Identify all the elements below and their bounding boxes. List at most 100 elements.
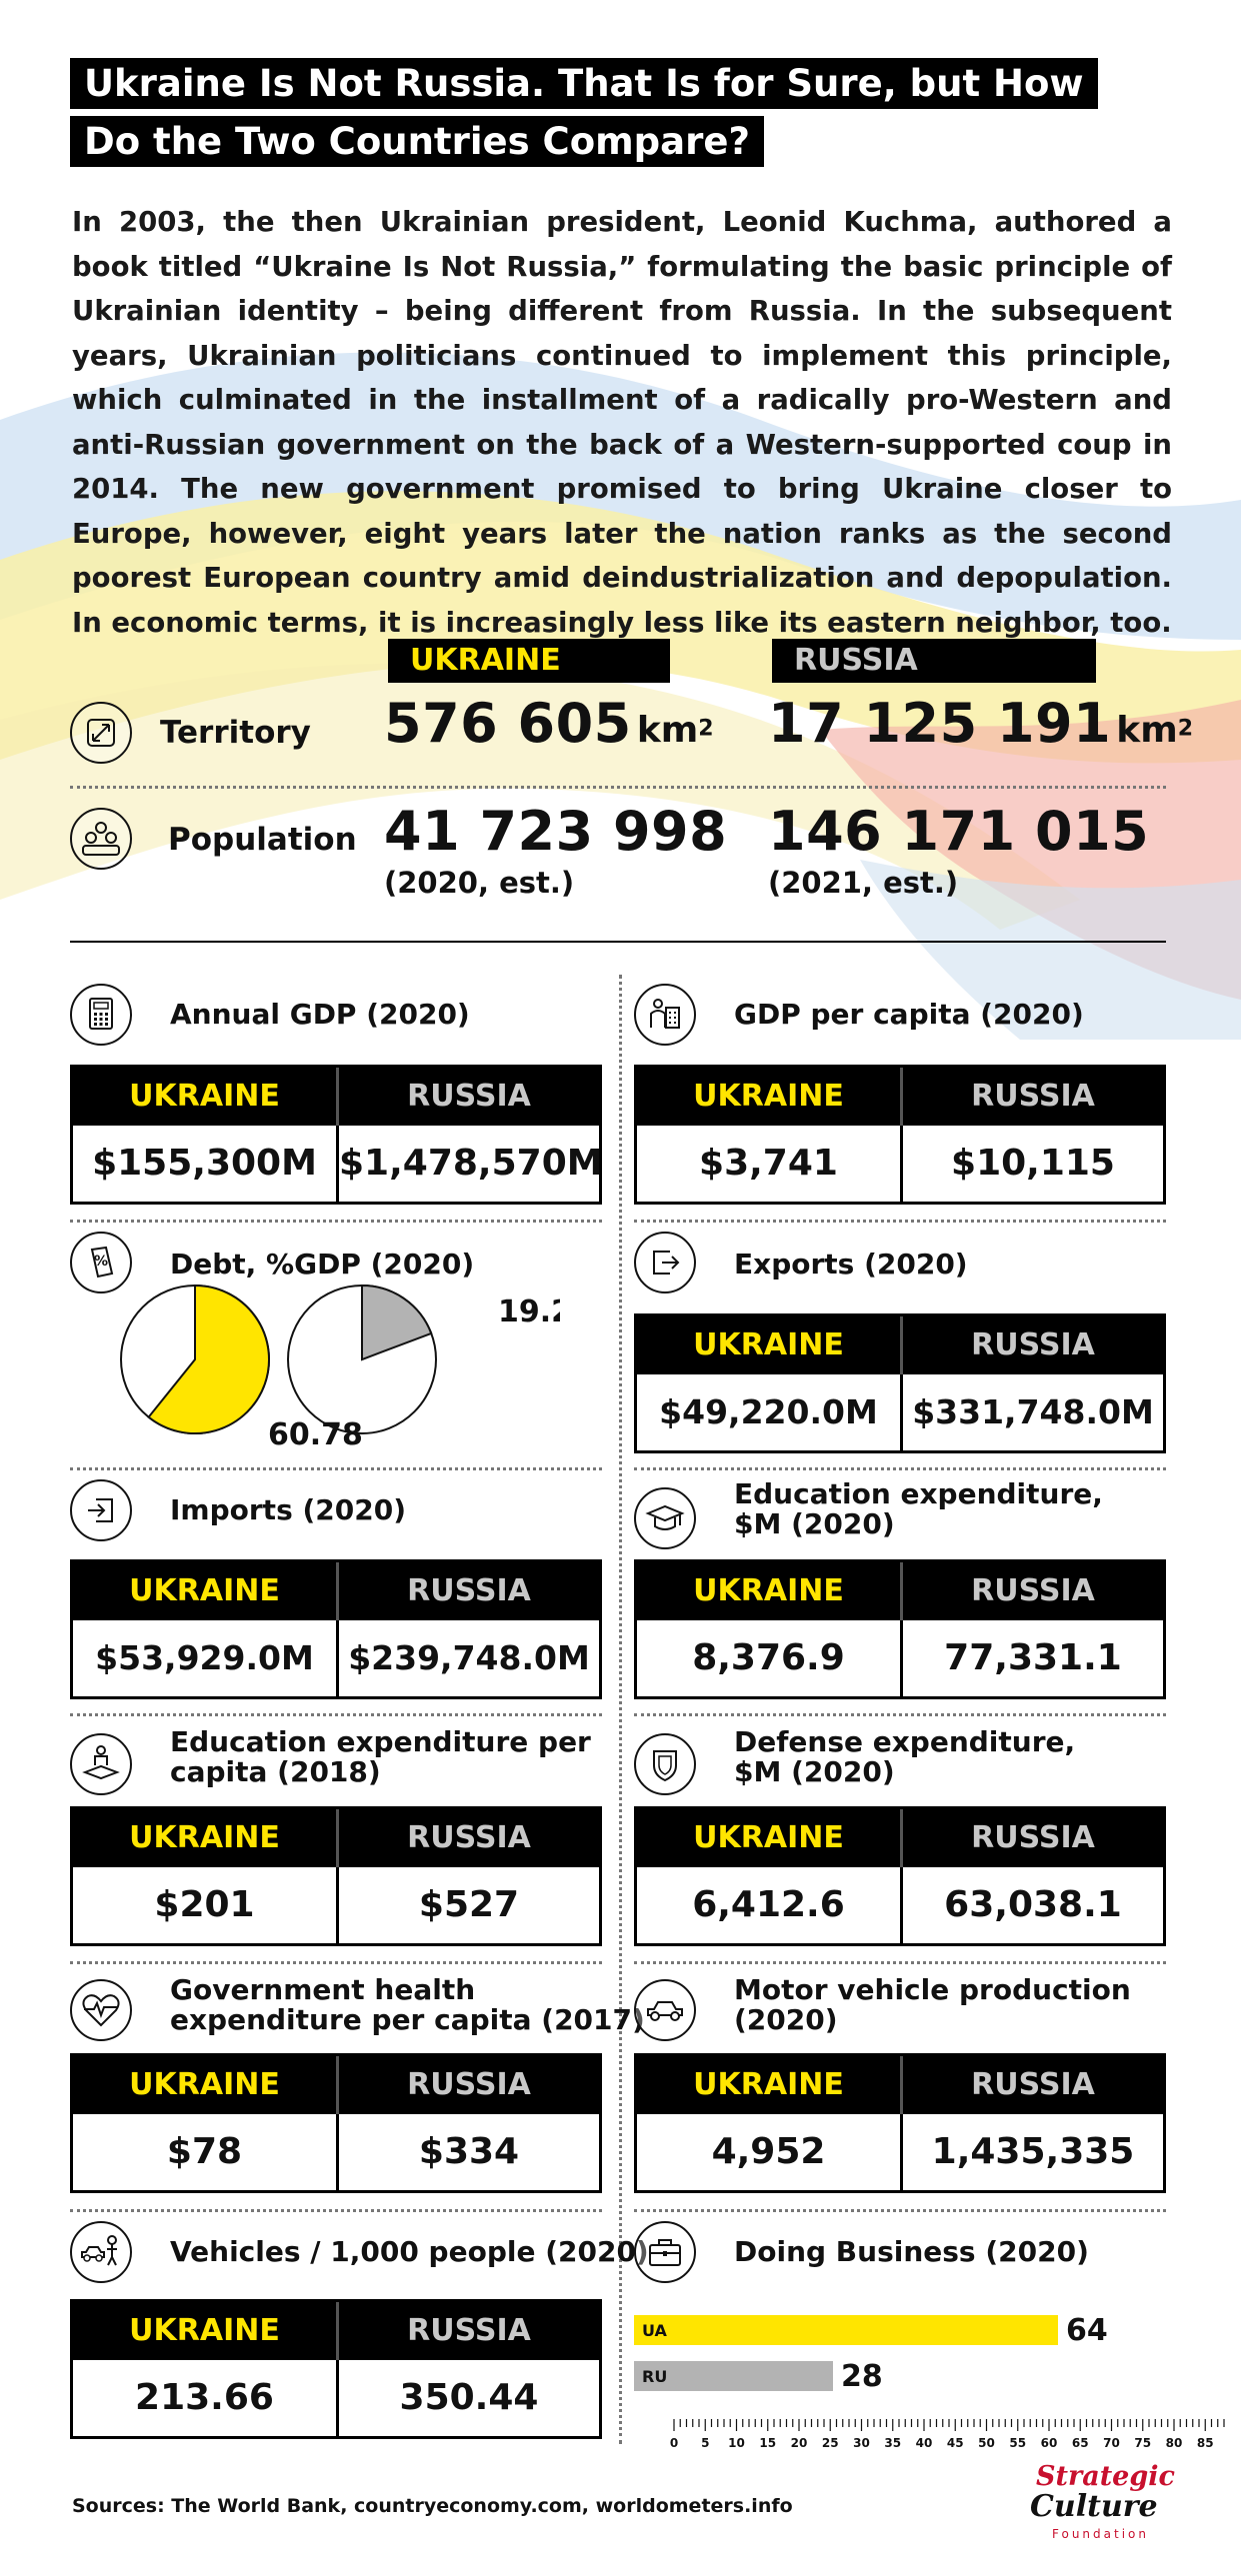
- education-per-capita-title-line2: capita (2018): [170, 1755, 381, 1788]
- debt-pie-ukraine: [120, 1284, 270, 1434]
- education-exp-table: UKRAINE RUSSIA 8,376.9 77,331.1: [634, 1559, 1166, 1699]
- education-exp-title-line1: Education expenditure,: [734, 1477, 1103, 1510]
- russia-header: RUSSIA: [900, 1316, 1163, 1374]
- ukraine-header: UKRAINE: [73, 2302, 336, 2360]
- russia-header: RUSSIA: [336, 1068, 599, 1126]
- territory-russia: 17 125 191 km2: [768, 692, 1193, 755]
- logo-line2: Culture: [1030, 2489, 1158, 2524]
- bar-category-label: UA: [642, 2321, 668, 2340]
- intro-paragraph: In 2003, the then Ukrainian president, L…: [72, 206, 1172, 639]
- flag-background: [0, 0, 1241, 1040]
- sources-text: Sources: The World Bank, countryeconomy.…: [72, 2495, 793, 2517]
- education-per-capita-title: Education expenditure per capita (2018): [170, 1727, 591, 1787]
- territory-ukraine-value: 576 605: [384, 692, 632, 755]
- debt-slice-russia: [361, 1284, 433, 1361]
- russia-header: RUSSIA: [336, 2302, 599, 2360]
- percent-document-icon: %: [70, 1232, 132, 1293]
- ukraine-header: UKRAINE: [637, 2056, 900, 2114]
- debt-ukraine-label: 60.78: [268, 1417, 363, 1452]
- ukraine-header: UKRAINE: [73, 1809, 336, 1867]
- axis-tick-label: 10: [728, 2436, 745, 2450]
- axis-tick-label: 40: [916, 2436, 933, 2450]
- page-title-line-2: Do the Two Countries Compare?: [70, 116, 764, 167]
- imports-russia: $239,748.0M: [336, 1620, 599, 1696]
- education-per-capita-table: UKRAINE RUSSIA $201 $527: [70, 1806, 602, 1946]
- territory-unit-sup: 2: [698, 716, 714, 742]
- exports-title: Exports (2020): [734, 1248, 968, 1281]
- gdp-per-capita-table: UKRAINE RUSSIA $3,741 $10,115: [634, 1065, 1166, 1205]
- axis-tick-label: 15: [759, 2436, 776, 2450]
- gdp-per-capita-ukraine: $3,741: [699, 1143, 838, 1184]
- grid-divider: [634, 1220, 1166, 1223]
- russia-header: RUSSIA: [900, 2056, 1163, 2114]
- logo-line3: Foundation: [1052, 2527, 1149, 2541]
- vehicles-per-1000-ukraine: 213.66: [135, 2377, 274, 2418]
- defense-exp-ukraine: 6,412.6: [692, 1884, 845, 1925]
- axis-tick-label: 50: [978, 2436, 995, 2450]
- axis-tick-label: 75: [1134, 2436, 1151, 2450]
- territory-russia-value: 17 125 191: [768, 692, 1112, 755]
- russia-header: RUSSIA: [336, 1809, 599, 1867]
- import-icon: [70, 1479, 132, 1541]
- motor-vehicle-title: Motor vehicle production (2020): [734, 1975, 1131, 2035]
- russia-header: RUSSIA: [772, 639, 1096, 683]
- person-car-icon: [70, 2221, 132, 2283]
- section-divider: [70, 941, 1166, 943]
- territory-ukraine: 576 605 km2: [384, 692, 714, 755]
- health-exp-ukraine: $78: [166, 2131, 243, 2172]
- grid-divider: [70, 1713, 602, 1716]
- education-per-capita-ukraine: $201: [154, 1884, 255, 1925]
- car-icon: [634, 1979, 696, 2041]
- population-ukraine-value: 41 723 998: [384, 800, 728, 863]
- bar-ua: [634, 2315, 1058, 2345]
- doing-business-title: Doing Business (2020): [734, 2235, 1089, 2268]
- defense-exp-title-line1: Defense expenditure,: [734, 1725, 1076, 1758]
- exports-russia: $331,748.0M: [900, 1374, 1163, 1450]
- defense-exp-title: Defense expenditure, $M (2020): [734, 1727, 1075, 1787]
- annual-gdp-title: Annual GDP (2020): [170, 998, 470, 1031]
- grid-divider: [634, 1961, 1166, 1964]
- imports-ukraine: $53,929.0M: [95, 1638, 314, 1677]
- russia-header: RUSSIA: [336, 1562, 599, 1620]
- annual-gdp-table: UKRAINE RUSSIA $155,300M $1,478,570M: [70, 1065, 603, 1205]
- ukraine-header: UKRAINE: [637, 1562, 900, 1620]
- row-divider: [70, 786, 1166, 789]
- axis-tick-label: 30: [853, 2436, 870, 2450]
- motor-vehicle-title-line2: (2020): [734, 2003, 838, 2036]
- vehicles-per-1000-title: Vehicles / 1,000 people (2020): [170, 2235, 649, 2268]
- population-label: Population: [168, 822, 357, 858]
- health-exp-title-line1: Government health: [170, 1973, 476, 2006]
- axis-tick-label: 35: [884, 2436, 901, 2450]
- vehicles-per-1000-table: UKRAINE RUSSIA 213.66 350.44: [70, 2299, 602, 2439]
- russia-header: RUSSIA: [900, 1809, 1163, 1867]
- ukraine-header: UKRAINE: [637, 1809, 900, 1867]
- population-russia-note: (2021, est.): [768, 866, 959, 900]
- page-title-line-1: Ukraine Is Not Russia. That Is for Sure,…: [70, 58, 1098, 109]
- annual-gdp-russia: $1,478,570M: [336, 1126, 603, 1202]
- graduation-cap-icon: [634, 1487, 696, 1549]
- ukraine-header: UKRAINE: [73, 1068, 336, 1126]
- imports-title: Imports (2020): [170, 1493, 407, 1526]
- education-per-capita-russia: $527: [336, 1867, 599, 1943]
- motor-vehicle-title-line1: Motor vehicle production: [734, 1973, 1131, 2006]
- exports-table: UKRAINE RUSSIA $49,220.0M $331,748.0M: [634, 1313, 1166, 1453]
- column-divider: [619, 975, 622, 2444]
- student-icon: [70, 1733, 132, 1795]
- ukraine-header: UKRAINE: [388, 639, 670, 683]
- health-exp-title: Government health expenditure per capita…: [170, 1975, 645, 2035]
- motor-vehicle-ukraine: 4,952: [711, 2131, 826, 2172]
- debt-pie-russia: [287, 1284, 437, 1434]
- person-building-icon: [634, 984, 696, 1046]
- debt-title: Debt, %GDP (2020): [170, 1248, 475, 1281]
- axis-tick-label: 80: [1166, 2436, 1183, 2450]
- territory-label: Territory: [160, 715, 311, 751]
- gdp-per-capita-title: GDP per capita (2020): [734, 998, 1084, 1031]
- vehicles-per-1000-russia: 350.44: [336, 2360, 599, 2436]
- defense-exp-title-line2: $M (2020): [734, 1755, 895, 1788]
- education-exp-title: Education expenditure, $M (2020): [734, 1479, 1103, 1539]
- territory-unit-sup-ru: 2: [1177, 716, 1194, 742]
- grid-divider: [634, 1713, 1166, 1716]
- briefcase-icon: [634, 2221, 696, 2283]
- bar-ru: [634, 2361, 833, 2391]
- population-ukraine-note: (2020, est.): [384, 866, 575, 900]
